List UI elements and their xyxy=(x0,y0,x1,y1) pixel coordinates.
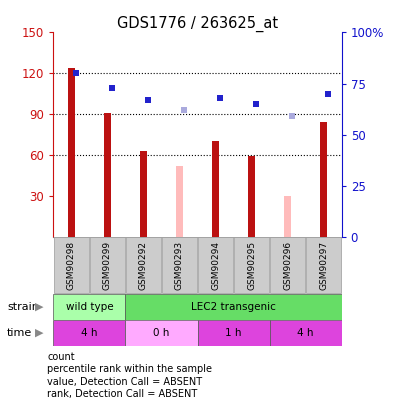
Bar xyxy=(53,320,126,346)
Bar xyxy=(248,156,255,237)
Bar xyxy=(126,320,198,346)
Text: time: time xyxy=(7,328,32,338)
Bar xyxy=(126,294,342,320)
Bar xyxy=(68,68,75,237)
Text: wild type: wild type xyxy=(66,302,113,312)
Bar xyxy=(306,237,342,293)
Text: GSM90295: GSM90295 xyxy=(247,241,256,290)
Text: GSM90296: GSM90296 xyxy=(283,241,292,290)
Bar xyxy=(234,237,269,293)
Bar xyxy=(140,151,147,237)
Text: count: count xyxy=(47,352,75,362)
Bar xyxy=(284,196,291,237)
Bar xyxy=(176,166,183,237)
Text: GSM90297: GSM90297 xyxy=(319,241,328,290)
Bar xyxy=(198,320,270,346)
Text: GSM90294: GSM90294 xyxy=(211,241,220,290)
Bar xyxy=(53,237,89,293)
Bar xyxy=(270,237,305,293)
Text: 0 h: 0 h xyxy=(153,328,169,338)
Text: GSM90298: GSM90298 xyxy=(67,241,76,290)
Text: LEC2 transgenic: LEC2 transgenic xyxy=(191,302,276,312)
Text: rank, Detection Call = ABSENT: rank, Detection Call = ABSENT xyxy=(47,389,198,399)
Text: GSM90293: GSM90293 xyxy=(175,241,184,290)
Bar xyxy=(320,122,327,237)
Bar xyxy=(90,237,125,293)
Text: 4 h: 4 h xyxy=(297,328,314,338)
Text: percentile rank within the sample: percentile rank within the sample xyxy=(47,364,213,374)
Text: GSM90292: GSM90292 xyxy=(139,241,148,290)
Bar xyxy=(270,320,342,346)
Bar xyxy=(104,113,111,237)
Text: GDS1776 / 263625_at: GDS1776 / 263625_at xyxy=(117,16,278,32)
Bar xyxy=(53,294,126,320)
Bar xyxy=(212,141,219,237)
Text: GSM90299: GSM90299 xyxy=(103,241,112,290)
Text: 1 h: 1 h xyxy=(225,328,242,338)
Text: 4 h: 4 h xyxy=(81,328,98,338)
Text: ▶: ▶ xyxy=(35,302,44,311)
Bar xyxy=(162,237,198,293)
Bar xyxy=(126,237,161,293)
Bar xyxy=(198,237,233,293)
Text: ▶: ▶ xyxy=(35,328,44,338)
Text: strain: strain xyxy=(7,302,39,311)
Text: value, Detection Call = ABSENT: value, Detection Call = ABSENT xyxy=(47,377,203,386)
